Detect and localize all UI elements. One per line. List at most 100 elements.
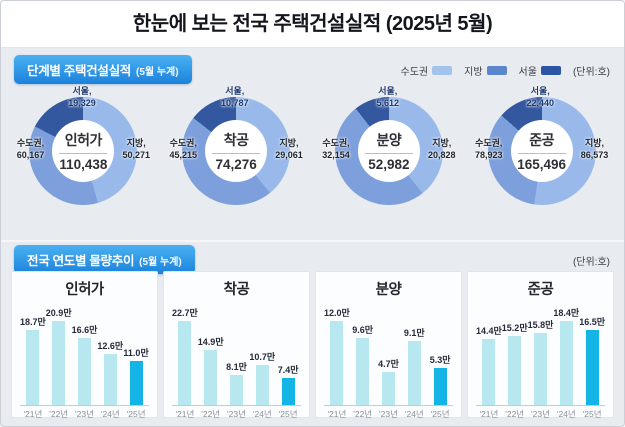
donut-label-sudogwon: 수도권, 78,923 [465,137,512,161]
donut-label-seoul: 서울, 19,329 [68,85,96,109]
donut-title: 준공 [529,132,554,148]
bar [533,333,547,405]
region-name: 지방, [126,138,146,148]
bar-value-label: 8.1만 [226,362,247,372]
donut-center: 준공 165,496 [510,120,573,182]
divider-line [59,153,108,154]
legend-label-sudogwon: 수도권 [400,67,429,78]
legend-swatch-sudogwon [432,66,453,75]
legend-label-jibang: 지방 [464,67,483,78]
bar-plot-area: 22.7만 14.9만 8.1만 10.7만 7.4만 [172,301,301,406]
x-axis-labels: '21년 '22년 '23년 '24년 '25년 [476,408,605,420]
section-badge-stage: 단계별 주택건설실적 (5월 누계) [14,55,192,84]
year-tick-label: '25년 [278,409,298,419]
bar-plot-area: 18.7만 20.9만 16.6만 12.6만 11.0만 [20,301,149,406]
section-badge-stage-label: 단계별 주택건설실적 [27,64,131,78]
year-tick-label: '23년 [379,409,398,419]
trend-unit-label: (단위:호) [572,257,610,268]
year-tick-label: '21년 [479,409,499,419]
region-value: 29,061 [275,150,303,161]
donut-label-seoul: 서울, 10,787 [221,85,249,109]
region-value: 50,271 [122,150,151,161]
bar-slot: 9.1만 [401,326,427,405]
donut-label-seoul: 서울, 22,440 [526,85,554,109]
bar [482,339,496,405]
bar [129,361,143,405]
region-name: 서울, [378,86,398,96]
donut-label-sudogwon: 수도권, 45,215 [160,137,207,161]
donut-total: 165,496 [517,157,567,172]
bar-slot: 15.8만 [527,318,554,405]
donut-title: 인허가 [64,132,103,148]
donut-ring: 인허가 110,438 [29,97,138,205]
year-tick-label: '22년 [505,409,525,419]
bar-chart-inheoga: 인허가 18.7만 20.9만 16.6만 12.6만 11.0만 '21년 '22년 '2… [11,271,158,420]
bar-plot-area: 12.0만 9.6만 4.7만 9.1만 5.3만 [324,301,453,406]
title-bar: 한눈에 보는 전국 주택건설실적 (2025년 5월) [1,1,624,48]
donut-total: 110,438 [59,157,108,172]
region-value: 32,154 [322,150,350,161]
year-tick-label: '23년 [75,409,94,419]
year-tick-label: '24년 [404,409,424,419]
donut-chart-jungong: 서울, 22,440 준공 165,496 수도권, 78,923 지방, 86… [465,85,618,237]
bar [559,321,573,405]
donut-title: 착공 [223,132,249,148]
bar-value-label: 14.9만 [197,337,224,347]
legend-label-seoul: 서울 [518,67,537,78]
bar [433,368,447,405]
bar-value-label: 10.7만 [249,352,276,362]
region-value: 20,828 [427,150,456,161]
year-tick-label: '22년 [201,409,221,419]
bar [407,341,421,405]
region-name: 지방, [279,138,299,148]
year-tick-label: '23년 [227,409,246,419]
donut-label-seoul: 서울, 5,612 [376,85,399,109]
x-axis-labels: '21년 '22년 '23년 '24년 '25년 [20,408,149,420]
legend-item-seoul: 서울 [519,63,561,78]
bar-value-label: 16.6만 [71,325,98,335]
bar-value-label: 15.8만 [527,320,554,330]
bar-slot: 16.5만 [579,315,605,405]
bar [381,372,395,405]
bar-chart-title: 인허가 [65,282,104,298]
region-legend: 수도권 지방 서울 (단위:호) [401,63,610,78]
region-value: 86,573 [580,150,609,161]
donut-center: 인허가 110,438 [52,120,115,182]
donut-label-jibang: 지방, 20,828 [418,137,465,161]
bar-value-label: 18.7만 [20,317,46,327]
bar-slot: 12.6만 [97,339,123,405]
year-tick-label: '25년 [582,409,602,419]
legend-unit-label: (단위:호) [572,67,610,78]
region-value: 45,215 [169,150,198,161]
donut-chart-bunyang: 서울, 5,612 분양 52,982 수도권, 32,154 지방, 20,8… [313,85,466,237]
bar-value-label: 7.4만 [277,365,299,375]
donut-total: 52,982 [368,157,410,172]
bar-value-label: 18.4만 [553,308,580,318]
x-axis-labels: '21년 '22년 '23년 '24년 '25년 [324,408,453,420]
donut-chart-inheoga: 서울, 19,329 인허가 110,438 수도권, 60,167 지방, 5… [7,85,160,237]
bar-chart-jungong: 준공 14.4만 15.2만 15.8만 18.4만 16.5만 '21년 '22년 '23… [467,271,614,420]
legend-item-jibang: 지방 [464,63,507,78]
bar [77,338,91,405]
donut-chart-row: 서울, 19,329 인허가 110,438 수도권, 60,167 지방, 5… [7,85,618,237]
bar-slot: 18.7만 [20,315,46,405]
bar-slot: 4.7만 [376,357,402,405]
bar-value-label: 20.9만 [45,308,72,318]
bar-slot: 18.4만 [553,306,579,405]
bar-slot: 20.9만 [46,306,72,405]
page-title: 한눈에 보는 전국 주택건설실적 (2025년 5월) [132,13,493,35]
donut-label-sudogwon: 수도권, 60,167 [7,137,54,161]
bar [178,321,192,405]
bar-value-label: 14.4만 [476,326,502,336]
year-tick-label: '22년 [353,409,373,419]
divider-line [364,153,413,154]
x-axis-labels: '21년 '22년 '23년 '24년 '25년 [172,408,301,420]
donut-label-jibang: 지방, 29,061 [266,137,313,161]
year-tick-label: '25년 [126,409,146,419]
donut-center: 착공 74,276 [205,120,268,182]
bar [255,365,269,405]
bar [26,330,40,405]
region-value: 10,787 [220,98,249,109]
legend-item-sudogwon: 수도권 [401,63,453,78]
